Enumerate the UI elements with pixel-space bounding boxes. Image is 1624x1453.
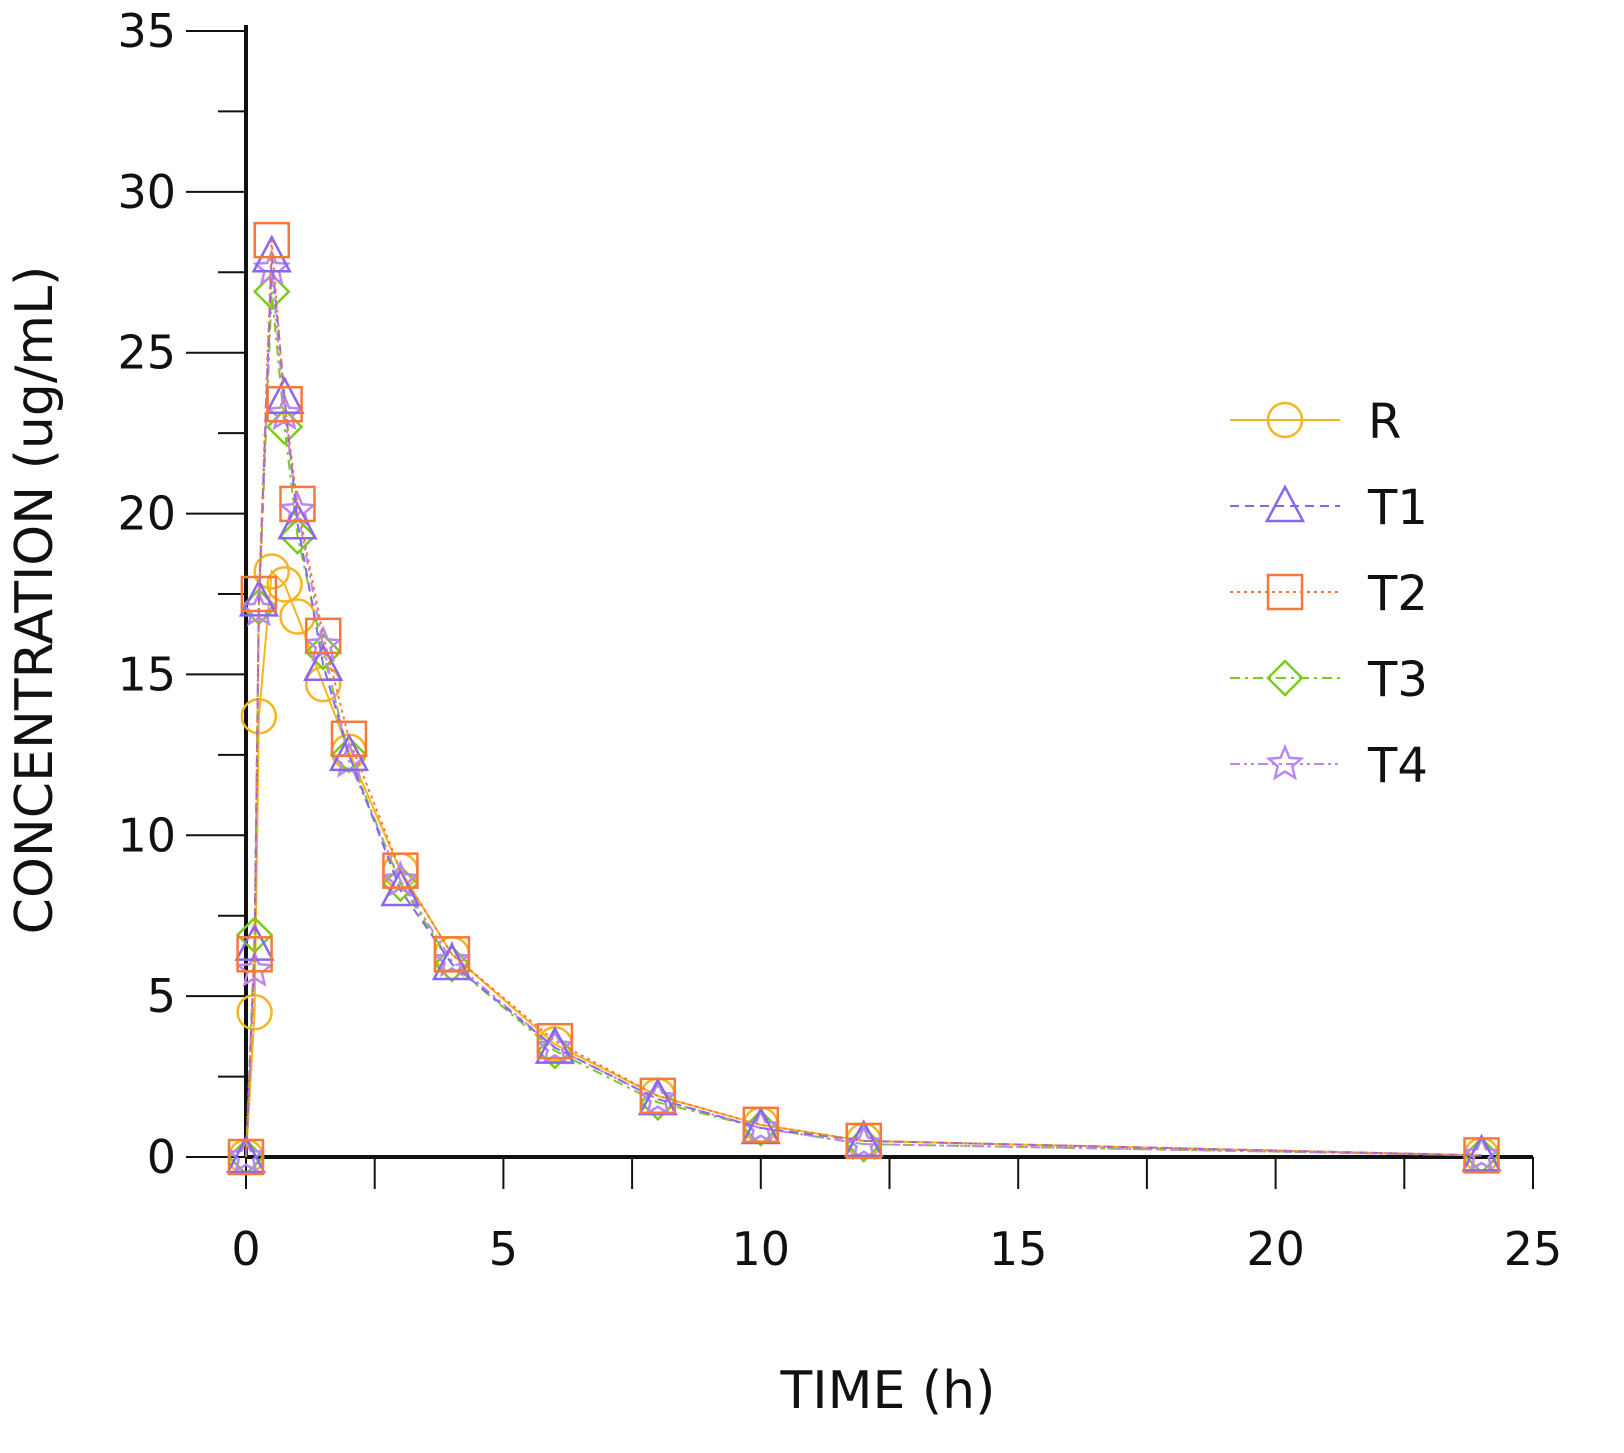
y-tick-label: 30 xyxy=(117,165,176,219)
y-tick-label: 0 xyxy=(147,1130,176,1184)
data-point-t2 xyxy=(227,1138,265,1176)
data-point-t2 xyxy=(240,575,278,613)
data-point-t4 xyxy=(252,248,292,286)
y-axis-title: CONCENTRATION (ug/mL) xyxy=(5,266,65,935)
x-tick-label: 5 xyxy=(489,1222,518,1276)
y-tick-label: 20 xyxy=(117,487,176,541)
series-line-t4 xyxy=(245,269,1482,1158)
data-point-t2 xyxy=(279,485,316,523)
y-tick-label: 5 xyxy=(147,969,176,1023)
data-point-t3 xyxy=(278,517,317,555)
legend-label: T1 xyxy=(1367,480,1428,536)
data-point-t2 xyxy=(742,1106,780,1144)
legend-marker xyxy=(1264,484,1306,523)
data-point-t3 xyxy=(330,736,368,774)
legend-marker xyxy=(1266,401,1304,439)
x-tick-label: 10 xyxy=(732,1222,791,1276)
legend: R T1 T2 T3 T4 xyxy=(1230,394,1428,794)
y-tick-label: 15 xyxy=(117,647,176,701)
series-t2 xyxy=(227,221,1500,1176)
data-point-t4 xyxy=(741,1107,781,1145)
x-tick-label: 0 xyxy=(231,1222,260,1276)
legend-marker xyxy=(1266,573,1304,611)
data-point-t2 xyxy=(253,221,290,259)
x-axis-title: TIME (h) xyxy=(780,1361,996,1421)
legend-entry-t4: T4 xyxy=(1230,738,1428,794)
legend-label: R xyxy=(1368,394,1401,450)
axes: 0 5 10 15 20 25 0 5 10 15 20 25 30 35 xyxy=(117,4,1562,1276)
data-point-t4 xyxy=(535,1027,575,1065)
data-point-t3 xyxy=(265,407,304,446)
series-line-r xyxy=(245,569,1482,1158)
x-tick-label: 20 xyxy=(1246,1222,1305,1276)
legend-label: T3 xyxy=(1367,652,1428,708)
legend-entry-r: R xyxy=(1230,394,1401,450)
y-tick-label: 25 xyxy=(117,326,176,380)
series-t3 xyxy=(227,272,1501,1176)
data-point-t2 xyxy=(433,936,471,973)
data-point-t2 xyxy=(330,720,368,758)
legend-label: T2 xyxy=(1367,566,1428,622)
data-point-t2 xyxy=(1463,1137,1500,1174)
data-point-t2 xyxy=(382,852,419,889)
legend-entry-t1: T1 xyxy=(1230,480,1428,536)
data-point-t4 xyxy=(226,1136,266,1174)
x-tick-label: 15 xyxy=(989,1222,1048,1276)
data-point-t4 xyxy=(1462,1135,1501,1172)
data-point-r xyxy=(240,698,278,735)
data-point-t1 xyxy=(1461,1133,1502,1172)
y-tick-label: 35 xyxy=(117,4,176,58)
data-point-t2 xyxy=(304,617,342,655)
legend-marker xyxy=(1265,743,1305,781)
data-point-t1 xyxy=(328,733,370,772)
data-point-t4 xyxy=(235,950,274,987)
legend-entry-t2: T2 xyxy=(1230,566,1428,622)
data-point-t4 xyxy=(432,940,472,978)
legend-marker xyxy=(1266,659,1304,697)
data-series xyxy=(225,221,1502,1176)
data-point-t3 xyxy=(304,633,342,671)
data-point-t1 xyxy=(251,234,292,273)
series-line-t2 xyxy=(245,240,1482,1158)
legend-label: T4 xyxy=(1367,738,1428,794)
data-point-t2 xyxy=(845,1122,883,1160)
data-point-t1 xyxy=(225,1135,267,1174)
series-line-t1 xyxy=(245,256,1482,1158)
series-t1 xyxy=(225,234,1502,1174)
data-point-t1 xyxy=(264,376,305,415)
data-point-t2 xyxy=(266,385,303,423)
data-point-t3 xyxy=(252,272,291,311)
y-tick-label: 10 xyxy=(117,808,176,862)
legend-entry-t3: T3 xyxy=(1230,652,1428,708)
data-point-r xyxy=(253,553,290,590)
series-line-t3 xyxy=(245,291,1482,1158)
data-point-r xyxy=(266,566,303,603)
data-point-t2 xyxy=(236,936,273,973)
data-point-r xyxy=(236,993,273,1031)
data-point-t2 xyxy=(536,1022,574,1060)
series-t4 xyxy=(226,248,1501,1174)
data-point-r xyxy=(304,665,342,703)
series-r xyxy=(227,553,1500,1176)
x-tick-label: 25 xyxy=(1504,1222,1563,1276)
data-point-t4 xyxy=(278,490,317,527)
data-point-t2 xyxy=(639,1077,677,1115)
data-point-t1 xyxy=(303,643,344,682)
